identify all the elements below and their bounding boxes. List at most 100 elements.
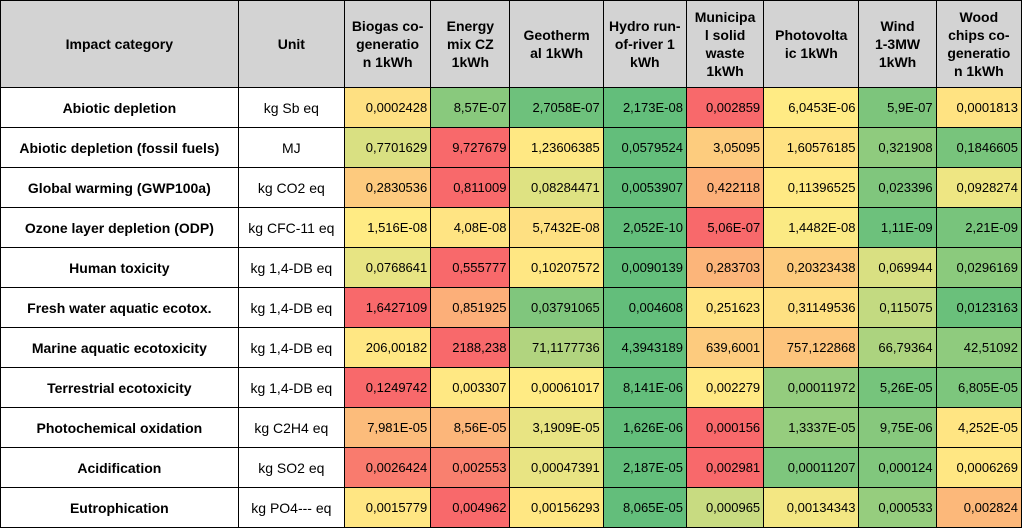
unit-cell: kg C2H4 eq (237, 407, 345, 448)
value-cell: 0,03791065 (509, 287, 604, 328)
column-header-line: Unit (277, 36, 305, 52)
value-cell: 2,187E-05 (602, 447, 687, 488)
value-cell: 2,21E-09 (935, 207, 1023, 248)
value-cell: 0,004608 (602, 287, 687, 328)
column-header-line: Municipa (694, 9, 756, 25)
unit-cell: kg 1,4-DB eq (237, 287, 345, 328)
column-header-5: Hydro run-of-river 1 kWh (602, 0, 687, 88)
value-cell: 0,00061017 (509, 367, 604, 408)
value-cell: 0,0296169 (935, 247, 1023, 288)
value-cell: 0,555777 (430, 247, 511, 288)
value-cell: 0,2830536 (343, 167, 432, 208)
table-row: Eutrophication kg PO4--- eq 0,0015779 0,004… (0, 487, 1023, 528)
value-cell: 1,60576185 (763, 127, 860, 168)
column-header-line: ic 1kWh (784, 45, 838, 61)
impact-category-cell: Global warming (GWP100a) (0, 167, 239, 208)
value-cell: 6,805E-05 (935, 367, 1023, 408)
value-cell: 1,3337E-05 (763, 407, 860, 448)
value-cell: 0,003307 (430, 367, 511, 408)
value-cell: 206,00182 (343, 327, 432, 368)
value-cell: 0,115075 (858, 287, 937, 328)
value-cell: 0,000965 (685, 487, 765, 528)
value-cell: 5,06E-07 (685, 207, 765, 248)
unit-cell: kg CO2 eq (237, 167, 345, 208)
impact-category-cell: Abiotic depletion (fossil fuels) (0, 127, 239, 168)
value-cell: 8,56E-05 (430, 407, 511, 448)
value-cell: 0,000533 (858, 487, 937, 528)
value-cell: 0,7701629 (343, 127, 432, 168)
value-cell: 0,851925 (430, 287, 511, 328)
column-header-line: Impact category (65, 36, 174, 52)
column-header-line: Hydro run- (609, 18, 681, 34)
column-header-line: Wood (959, 9, 999, 25)
value-cell: 0,00156293 (509, 487, 604, 528)
unit-cell: kg 1,4-DB eq (237, 247, 345, 288)
column-header-0: Impact category (0, 0, 239, 88)
value-cell: 0,00011207 (763, 447, 860, 488)
column-header-line: Biogas co- (351, 18, 424, 34)
value-cell: 1,6427109 (343, 287, 432, 328)
value-cell: 0,321908 (858, 127, 937, 168)
value-cell: 0,004962 (430, 487, 511, 528)
column-header-line: Photovolta (775, 27, 848, 43)
column-header-line: chips co- (948, 27, 1010, 43)
column-header-line: 1kWh (451, 54, 490, 70)
column-header-line: al 1kWh (530, 45, 584, 61)
table-row: Marine aquatic ecotoxicity kg 1,4-DB eq 20… (0, 327, 1023, 368)
unit-cell: kg 1,4-DB eq (237, 327, 345, 368)
unit-cell: kg 1,4-DB eq (237, 367, 345, 408)
column-header-line: Geotherm (523, 27, 590, 43)
value-cell: 9,727679 (430, 127, 511, 168)
value-cell: 0,00011972 (763, 367, 860, 408)
column-header-2: Biogas co-generatio n 1kWh (343, 0, 432, 88)
value-cell: 0,0768641 (343, 247, 432, 288)
column-header-line: kWh (630, 54, 660, 70)
column-header-6: Municipa l solid waste 1kWh (685, 0, 765, 88)
column-header-line: of-river 1 (614, 36, 675, 52)
value-cell: 0,002859 (685, 87, 765, 128)
column-header-7: Photovolta ic 1kWh (763, 0, 860, 88)
table-row: Ozone layer depletion (ODP) kg CFC-11 eq 1… (0, 207, 1023, 248)
value-cell: 1,23606385 (509, 127, 604, 168)
table-row: Human toxicity kg 1,4-DB eq 0,0768641 0,555… (0, 247, 1023, 288)
value-cell: 0,023396 (858, 167, 937, 208)
value-cell: 0,10207572 (509, 247, 604, 288)
impact-category-cell: Ozone layer depletion (ODP) (0, 207, 239, 248)
unit-cell: kg CFC-11 eq (237, 207, 345, 248)
table-row: Fresh water aquatic ecotox. kg 1,4-DB eq 1… (0, 287, 1023, 328)
unit-cell: kg PO4--- eq (237, 487, 345, 528)
value-cell: 5,9E-07 (858, 87, 937, 128)
value-cell: 0,0579524 (602, 127, 687, 168)
value-cell: 0,002279 (685, 367, 765, 408)
value-cell: 0,31149536 (763, 287, 860, 328)
value-cell: 0,0090139 (602, 247, 687, 288)
value-cell: 9,75E-06 (858, 407, 937, 448)
value-cell: 4,08E-08 (430, 207, 511, 248)
column-header-line: 1kWh (878, 54, 917, 70)
table-row: Global warming (GWP100a) kg CO2 eq 0,28305… (0, 167, 1023, 208)
table-row: Acidification kg SO2 eq 0,0026424 0,002553 0… (0, 447, 1023, 488)
value-cell: 0,00047391 (509, 447, 604, 488)
value-cell: 8,57E-07 (430, 87, 511, 128)
header-row: Impact category Unit Biogas co-generatio n … (0, 0, 1023, 88)
column-header-line: n 1kWh (953, 63, 1004, 79)
value-cell: 6,0453E-06 (763, 87, 860, 128)
impact-category-cell: Terrestrial ecotoxicity (0, 367, 239, 408)
column-header-line: 1-3MW (874, 36, 921, 52)
value-cell: 0,811009 (430, 167, 511, 208)
value-cell: 0,422118 (685, 167, 765, 208)
value-cell: 0,08284471 (509, 167, 604, 208)
column-header-9: Wood chips co-generatio n 1kWh (935, 0, 1023, 88)
value-cell: 8,141E-06 (602, 367, 687, 408)
value-cell: 4,252E-05 (935, 407, 1023, 448)
column-header-line: generatio (947, 45, 1011, 61)
value-cell: 1,4482E-08 (763, 207, 860, 248)
value-cell: 7,981E-05 (343, 407, 432, 448)
value-cell: 1,11E-09 (858, 207, 937, 248)
column-header-1: Unit (237, 0, 345, 88)
column-header-line: n 1kWh (362, 54, 413, 70)
value-cell: 1,626E-06 (602, 407, 687, 448)
value-cell: 0,251623 (685, 287, 765, 328)
value-cell: 0,0015779 (343, 487, 432, 528)
